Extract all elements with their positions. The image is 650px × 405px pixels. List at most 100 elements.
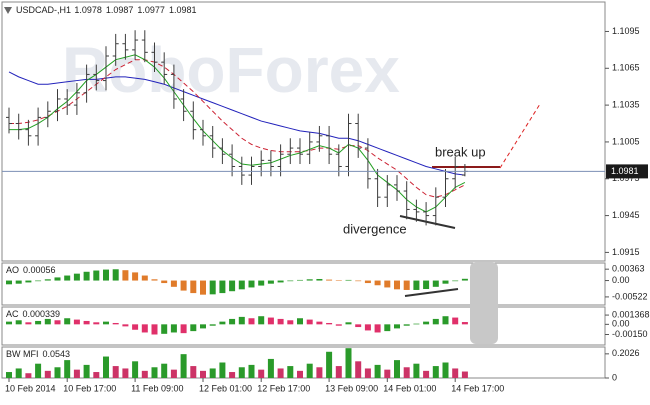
indicator-bar [112,322,119,325]
indicator-bar [170,369,177,378]
y-tick-label: 1.1065 [612,63,640,73]
indicator-bar [277,318,284,325]
indicator-bar [103,356,109,378]
indicator-bar [219,280,226,294]
indicator-bar [326,322,333,325]
indicator-bar [122,368,129,378]
indicator-bar [403,324,410,326]
ac-panel [1,306,606,346]
indicator-bar [384,369,391,378]
indicator-bar [83,320,90,325]
indicator-bar [209,280,216,295]
indicator-bar [355,280,362,282]
indicator-bar [394,324,400,329]
indicator-bar [238,280,245,290]
indicator-bar [316,321,323,325]
header-low: 1.0977 [137,5,165,15]
indicator-bar [64,318,71,325]
indicator-bar [190,366,197,378]
indicator-bar [374,280,381,286]
indicator-bar [83,271,90,281]
indicator-bar [277,368,284,378]
indicator-bar [442,362,449,378]
indicator-bar [452,368,459,378]
indicator-bar [297,370,303,378]
indicator-name: AC [6,309,19,319]
indicator-bar [413,280,420,290]
main-panel [1,1,606,262]
indicator-name: AO [6,265,19,275]
indicator-bar [122,324,129,327]
indicator-bar [364,324,371,331]
scroll-handle[interactable] [470,262,498,344]
x-tick-label: 14 Feb 01:00 [383,383,436,393]
indicator-value: 0.0543 [43,349,71,359]
indicator-bar [132,324,139,330]
indicator-bar [64,275,71,281]
indicator-bar [326,279,333,281]
indicator-bar [190,280,197,294]
indicator-bar [423,370,430,378]
indicator-bar [180,324,187,334]
indicator-bar [141,275,148,281]
moving-average [8,71,465,176]
divergence-line [399,215,456,229]
y-tick-label: 0.00363 [612,264,645,274]
x-tick-label: 10 Feb 17:00 [63,383,116,393]
indicator-bar [151,367,158,378]
indicator-bar [25,280,32,283]
indicator-bar [335,280,342,281]
header-open: 1.0978 [74,5,102,15]
indicator-bar [442,280,449,284]
x-tick-label: 11 Feb 09:00 [131,383,183,393]
indicator-bar [335,324,342,326]
indicator-bar [132,272,139,281]
indicator-bar [103,321,109,325]
y-tick-label: 0.00 [612,319,630,329]
indicator-bar [15,280,22,284]
indicator-bar [25,373,32,378]
indicator-bar [103,269,109,281]
x-tick-label: 12 Feb 17:00 [257,383,310,393]
indicator-bar [345,322,352,325]
indicator-bar [335,366,342,378]
indicator-bar [15,368,22,378]
indicator-bar [54,277,61,281]
indicator-bar [190,324,197,332]
indicator-bar [209,368,216,378]
indicator-bar [423,321,430,325]
indicator-bar [35,363,42,378]
indicator-bar [73,273,80,281]
indicator-bar [44,279,51,281]
indicator-bar [345,348,352,378]
indicator-bar [180,280,187,291]
indicator-bar [73,319,80,325]
indicator-bar [112,269,119,281]
indicator-bar [248,280,255,288]
indicator-bar [267,358,274,378]
indicator-bar [112,366,119,378]
indicator-value: 0.00056 [23,265,56,275]
panel-title: AO 0.00056 [6,265,56,275]
indicator-bar [452,317,459,325]
indicator-bar [432,366,439,378]
y-tick-label: 1.0915 [612,247,640,257]
y-tick-label: 1.0945 [612,210,640,220]
indicator-bar [306,319,313,325]
indicator-bar [345,279,352,281]
indicator-bar [306,363,313,378]
indicator-bar [277,280,284,283]
indicator-name: BW MFI [6,349,39,359]
indicator-bar [461,371,468,378]
mfi-panel [1,346,606,379]
x-tick-label: 10 Feb 2014 [5,383,56,393]
price-label-box [606,164,648,179]
moving-average [9,54,466,213]
indicator-bar [423,280,430,290]
y-tick-label: 1.1005 [612,136,640,146]
indicator-bar [141,370,148,378]
indicator-bar [267,317,274,325]
price-label: 1.0981 [611,166,639,176]
indicator-bar [15,320,22,325]
